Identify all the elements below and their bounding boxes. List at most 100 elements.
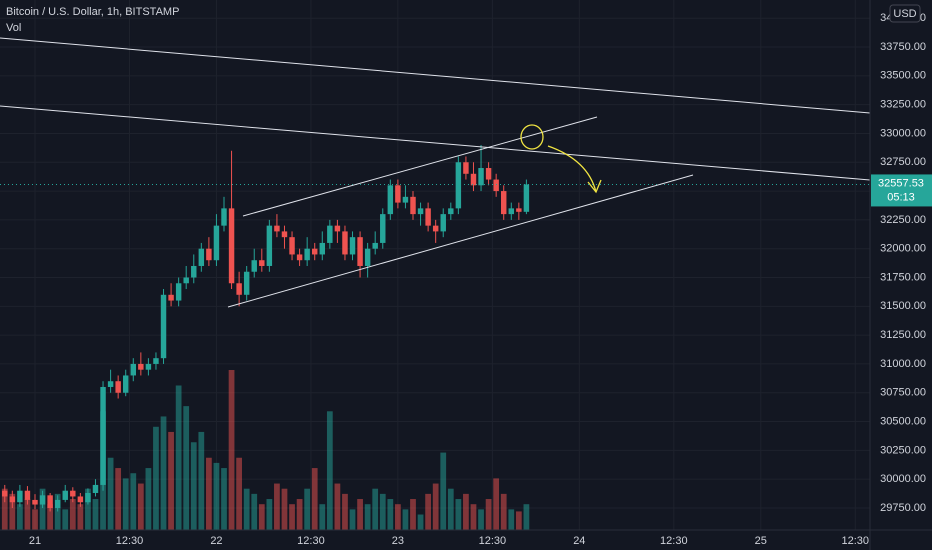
volume-bar <box>455 499 462 530</box>
candle-body <box>470 173 477 186</box>
candle-body <box>516 208 522 212</box>
volume-bar <box>47 504 53 530</box>
volume-bar <box>62 509 69 530</box>
candle-body <box>138 363 144 370</box>
y-tick-label: 30250.00 <box>880 444 926 456</box>
candle-body <box>130 363 137 376</box>
x-tick-label: 12:30 <box>841 535 869 547</box>
candle-body <box>266 225 273 266</box>
candle-body <box>432 225 439 232</box>
candle-body <box>198 248 205 266</box>
y-tick-label: 29750.00 <box>880 502 926 514</box>
candle-body <box>236 283 242 295</box>
volume-bar <box>54 493 61 530</box>
x-tick-label: 12:30 <box>479 535 507 547</box>
volume-bar <box>92 499 99 530</box>
currency-box[interactable] <box>889 4 921 23</box>
x-tick-label: 22 <box>210 535 222 547</box>
candle-body <box>39 495 46 505</box>
volume-bar <box>130 473 137 530</box>
volume-bar <box>243 488 250 530</box>
volume-bar <box>122 478 129 530</box>
candle-body <box>327 225 333 243</box>
candle-body <box>243 271 250 295</box>
candle-body <box>478 168 484 186</box>
y-tick-label: 30750.00 <box>880 387 926 399</box>
candle-body <box>24 490 31 500</box>
candle-body <box>523 184 530 212</box>
drawings <box>0 37 871 308</box>
volume-bar <box>17 504 23 530</box>
x-tick-label: 25 <box>755 535 767 547</box>
volume-bar <box>515 511 522 530</box>
x-tick-label: 12:30 <box>116 535 144 547</box>
candle-body <box>296 254 303 261</box>
last-price-label: 32557.53 <box>878 177 924 189</box>
volume-bar <box>326 411 333 530</box>
candle-body <box>508 208 515 215</box>
channel-lower <box>227 174 694 308</box>
candle-body <box>372 242 378 249</box>
volume-bar <box>107 457 114 530</box>
candle-body <box>153 358 159 364</box>
candle-body <box>311 248 318 255</box>
candle-body <box>175 283 182 301</box>
volume-bar <box>39 488 46 530</box>
candle-body <box>107 381 114 387</box>
volume-bar <box>402 509 409 530</box>
volume-bar <box>349 509 356 530</box>
volume-bar <box>145 468 152 530</box>
candle-body <box>54 499 61 508</box>
candle-body <box>440 214 446 232</box>
candle-body <box>206 248 212 261</box>
candle-body <box>410 196 416 215</box>
volume-bar <box>508 509 515 530</box>
candle-body <box>70 490 76 497</box>
candle-body <box>168 294 174 301</box>
candle-body <box>402 196 409 203</box>
volume-bar <box>493 478 500 530</box>
candle-body <box>2 490 8 497</box>
volume-bar <box>425 493 431 530</box>
candle-body <box>289 237 295 255</box>
volume-bar <box>296 499 303 530</box>
candle-body <box>191 265 197 278</box>
candle-body <box>500 191 507 215</box>
y-tick-label: 33250.00 <box>880 99 926 111</box>
volume-bar <box>137 483 144 530</box>
candle-body <box>213 225 220 261</box>
volume-bar <box>69 499 76 530</box>
candle-body <box>228 208 235 284</box>
candle-body <box>77 496 84 503</box>
x-tick-label: 24 <box>573 535 585 547</box>
y-tick-label: 31500.00 <box>880 300 926 312</box>
volume-bar <box>485 499 492 530</box>
candle-body <box>334 225 341 232</box>
candle-body <box>493 179 499 192</box>
candle-body <box>463 162 469 174</box>
candle-body <box>115 381 121 393</box>
volume-bar <box>274 483 280 530</box>
candle-body <box>17 490 23 503</box>
volume-bar <box>228 370 235 530</box>
y-tick-label: 31000.00 <box>880 358 926 370</box>
currency[interactable]: USD <box>893 8 916 20</box>
candle-body <box>304 248 310 261</box>
volume-bar <box>395 504 401 530</box>
chart-title: Bitcoin / U.S. Dollar, 1h, BITSTAMP <box>6 6 179 18</box>
y-tick-label: 30500.00 <box>880 415 926 427</box>
price-axis <box>870 0 932 530</box>
volume-bar <box>289 504 295 530</box>
annotation <box>520 124 602 194</box>
candle-body <box>448 208 454 215</box>
volume-bar <box>500 493 507 530</box>
candle-body <box>349 237 356 255</box>
arrow <box>547 145 597 193</box>
volume-bar <box>372 488 379 530</box>
candle-body <box>92 484 99 494</box>
volume-bar <box>9 493 16 530</box>
y-tick-label: 32250.00 <box>880 214 926 226</box>
x-tick-label: 12:30 <box>660 535 688 547</box>
volume-bar <box>153 426 159 530</box>
